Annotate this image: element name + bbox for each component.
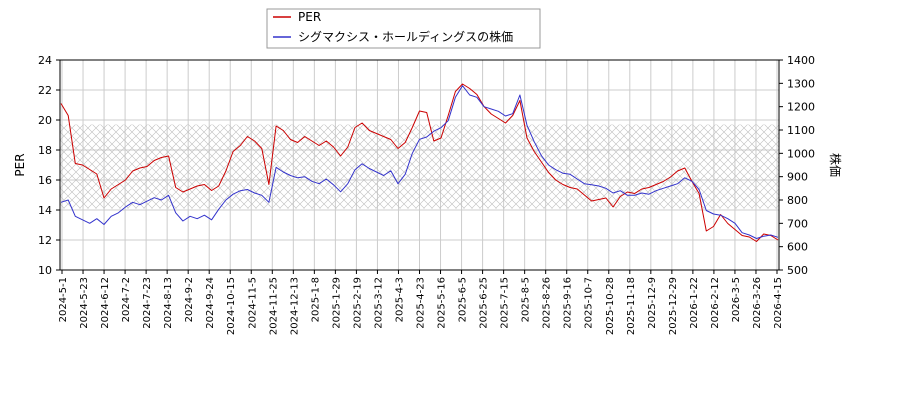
x-tick-label: 2024-10-15 (226, 277, 237, 335)
x-tick-label: 2025-11-18 (626, 277, 637, 335)
left-tick-label: 24 (38, 54, 52, 67)
x-tick-label: 2025-1-8 (310, 277, 321, 322)
x-tick-label: 2025-7-15 (500, 277, 511, 329)
x-tick-label: 2025-6-5 (458, 277, 469, 322)
right-tick-label: 700 (787, 217, 808, 230)
x-tick-label: 2025-12-29 (668, 277, 679, 335)
x-tick-label: 2025-8-26 (542, 277, 553, 329)
right-tick-label: 1000 (787, 147, 815, 160)
x-tick-label: 2025-10-28 (605, 277, 616, 335)
hatched-band (60, 124, 779, 209)
x-tick-label: 2025-6-25 (479, 277, 490, 329)
right-tick-label: 600 (787, 241, 808, 254)
left-axis: 10 12 14 16 18 20 22 24 (38, 54, 60, 277)
right-tick-label: 1200 (787, 101, 815, 114)
stock-price-line (60, 85, 779, 239)
x-tick-label: 2026-3-26 (752, 277, 763, 329)
x-tick-label: 2026-3-5 (731, 277, 742, 322)
x-tick-label: 2024-7-2 (121, 277, 132, 322)
x-tick-label: 2024-6-12 (100, 277, 111, 329)
left-tick-label: 10 (38, 264, 52, 277)
x-tick-label: 2026-4-15 (773, 277, 784, 329)
x-tick-label: 2025-4-23 (416, 277, 427, 329)
legend-label-price: シグマクシス・ホールディングスの株価 (298, 29, 513, 44)
series-layer (60, 83, 779, 242)
x-tick-label: 2026-1-22 (689, 277, 700, 329)
left-tick-label: 20 (38, 114, 52, 127)
right-axis-label: 株価 (828, 153, 843, 177)
right-tick-label: 1300 (787, 77, 815, 90)
x-tick-label: 2024-9-24 (205, 277, 216, 329)
left-tick-label: 22 (38, 84, 52, 97)
left-tick-label: 14 (38, 204, 52, 217)
left-tick-label: 12 (38, 234, 52, 247)
x-tick-label: 2025-10-7 (584, 277, 595, 329)
x-axis: 2024-5-1 2024-5-23 2024-6-12 2024-7-2 2024-7… (58, 270, 784, 335)
legend: PER シグマクシス・ホールディングスの株価 (266, 8, 541, 49)
x-tick-label: 2025-8-5 (521, 277, 532, 322)
x-tick-label: 2025-12-9 (647, 277, 658, 329)
x-tick-label: 2024-11-5 (247, 277, 258, 329)
x-tick-label: 2026-2-12 (710, 277, 721, 329)
x-tick-label: 2024-9-2 (184, 277, 195, 322)
legend-label-per: PER (298, 10, 321, 24)
x-tick-label: 2024-5-23 (79, 277, 90, 329)
x-tick-label: 2024-11-25 (268, 277, 279, 335)
right-tick-label: 900 (787, 171, 808, 184)
x-tick-label: 2024-8-13 (163, 277, 174, 329)
x-tick-label: 2024-5-1 (58, 277, 69, 322)
x-tick-label: 2024-12-13 (289, 277, 300, 335)
legend-box (266, 8, 541, 49)
x-tick-label: 2025-4-3 (394, 277, 405, 322)
right-tick-label: 500 (787, 264, 808, 277)
x-tick-label: 2025-3-12 (373, 277, 384, 329)
right-tick-label: 800 (787, 194, 808, 207)
x-tick-label: 2024-7-23 (142, 277, 153, 329)
x-tick-label: 2025-9-16 (563, 277, 574, 329)
right-tick-label: 1400 (787, 54, 815, 67)
x-tick-label: 2025-5-16 (437, 277, 448, 329)
per-line (60, 83, 779, 242)
hatched-band-layer (60, 124, 779, 209)
x-tick-label: 2025-1-29 (331, 277, 342, 329)
right-tick-label: 1100 (787, 124, 815, 137)
x-tick-label: 2025-2-19 (352, 277, 363, 329)
left-tick-label: 18 (38, 144, 52, 157)
right-axis: 500 600 700 800 900 1000 1100 1200 1300 1400 (779, 54, 815, 277)
left-axis-label: PER (13, 153, 27, 176)
left-tick-label: 16 (38, 174, 52, 187)
